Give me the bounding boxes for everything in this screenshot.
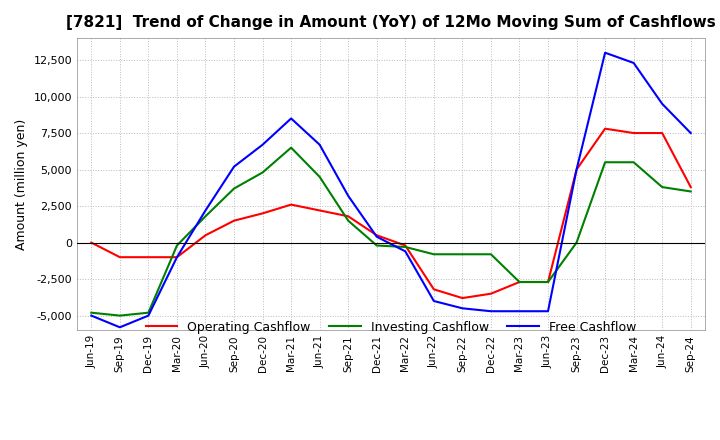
Investing Cashflow <box>258 170 267 175</box>
Investing Cashflow <box>600 160 609 165</box>
Investing Cashflow <box>515 279 523 285</box>
Operating Cashflow <box>258 211 267 216</box>
Operating Cashflow <box>201 233 210 238</box>
Free Cashflow <box>401 249 410 254</box>
Operating Cashflow <box>600 126 609 131</box>
Investing Cashflow <box>686 189 695 194</box>
Operating Cashflow <box>115 255 124 260</box>
Line: Investing Cashflow: Investing Cashflow <box>91 148 690 315</box>
Operating Cashflow <box>344 214 353 219</box>
Free Cashflow <box>544 308 552 314</box>
Investing Cashflow <box>315 174 324 180</box>
Free Cashflow <box>600 50 609 55</box>
Investing Cashflow <box>430 252 438 257</box>
Free Cashflow <box>287 116 295 121</box>
Operating Cashflow <box>686 184 695 190</box>
Free Cashflow <box>344 193 353 198</box>
Free Cashflow <box>315 142 324 147</box>
Operating Cashflow <box>173 255 181 260</box>
Operating Cashflow <box>629 130 638 136</box>
Free Cashflow <box>686 130 695 136</box>
Free Cashflow <box>430 298 438 304</box>
Free Cashflow <box>572 167 581 172</box>
Operating Cashflow <box>230 218 238 224</box>
Investing Cashflow <box>230 186 238 191</box>
Free Cashflow <box>201 208 210 213</box>
Investing Cashflow <box>401 244 410 249</box>
Free Cashflow <box>258 142 267 147</box>
Free Cashflow <box>87 313 96 318</box>
Free Cashflow <box>115 325 124 330</box>
Investing Cashflow <box>115 313 124 318</box>
Investing Cashflow <box>629 160 638 165</box>
Investing Cashflow <box>201 214 210 219</box>
Free Cashflow <box>173 255 181 260</box>
Operating Cashflow <box>658 130 667 136</box>
Title: [7821]  Trend of Change in Amount (YoY) of 12Mo Moving Sum of Cashflows: [7821] Trend of Change in Amount (YoY) o… <box>66 15 716 30</box>
Investing Cashflow <box>87 310 96 315</box>
Operating Cashflow <box>287 202 295 207</box>
Investing Cashflow <box>173 243 181 248</box>
Investing Cashflow <box>458 252 467 257</box>
Free Cashflow <box>372 234 381 239</box>
Free Cashflow <box>458 306 467 311</box>
Investing Cashflow <box>544 279 552 285</box>
Line: Operating Cashflow: Operating Cashflow <box>91 128 690 298</box>
Operating Cashflow <box>458 295 467 301</box>
Free Cashflow <box>230 164 238 169</box>
Free Cashflow <box>515 308 523 314</box>
Investing Cashflow <box>144 310 153 315</box>
Investing Cashflow <box>372 243 381 248</box>
Operating Cashflow <box>572 167 581 172</box>
Line: Free Cashflow: Free Cashflow <box>91 53 690 327</box>
Y-axis label: Amount (million yen): Amount (million yen) <box>15 118 28 250</box>
Investing Cashflow <box>287 145 295 150</box>
Free Cashflow <box>629 60 638 66</box>
Operating Cashflow <box>401 243 410 248</box>
Legend: Operating Cashflow, Investing Cashflow, Free Cashflow: Operating Cashflow, Investing Cashflow, … <box>141 315 641 338</box>
Operating Cashflow <box>430 287 438 292</box>
Operating Cashflow <box>372 233 381 238</box>
Operating Cashflow <box>315 208 324 213</box>
Free Cashflow <box>658 101 667 106</box>
Operating Cashflow <box>144 255 153 260</box>
Operating Cashflow <box>515 279 523 285</box>
Investing Cashflow <box>344 218 353 224</box>
Investing Cashflow <box>487 252 495 257</box>
Investing Cashflow <box>572 240 581 245</box>
Free Cashflow <box>144 313 153 318</box>
Operating Cashflow <box>487 291 495 297</box>
Investing Cashflow <box>658 184 667 190</box>
Free Cashflow <box>487 308 495 314</box>
Operating Cashflow <box>544 279 552 285</box>
Operating Cashflow <box>87 240 96 245</box>
